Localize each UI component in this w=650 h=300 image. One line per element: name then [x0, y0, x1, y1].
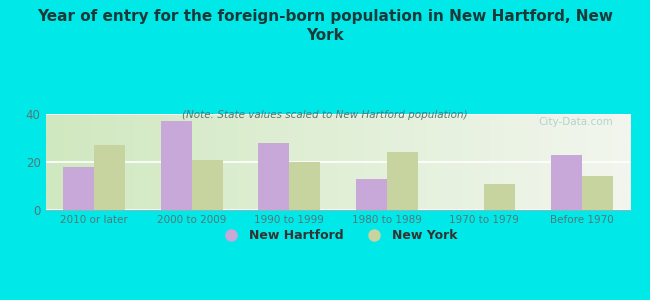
Bar — [258, 143, 289, 210]
Bar — [551, 155, 582, 210]
Text: Year of entry for the foreign-born population in New Hartford, New
York: Year of entry for the foreign-born popul… — [37, 9, 613, 43]
Bar — [289, 162, 320, 210]
Text: City-Data.com: City-Data.com — [538, 117, 613, 127]
Bar — [63, 167, 94, 210]
Bar — [582, 176, 613, 210]
Bar — [192, 160, 223, 210]
Bar — [356, 179, 387, 210]
Bar — [387, 152, 418, 210]
Text: (Note: State values scaled to New Hartford population): (Note: State values scaled to New Hartfo… — [182, 110, 468, 119]
Legend: New Hartford, New York: New Hartford, New York — [214, 224, 462, 247]
Bar — [94, 145, 125, 210]
Bar — [484, 184, 515, 210]
Bar — [161, 121, 192, 210]
